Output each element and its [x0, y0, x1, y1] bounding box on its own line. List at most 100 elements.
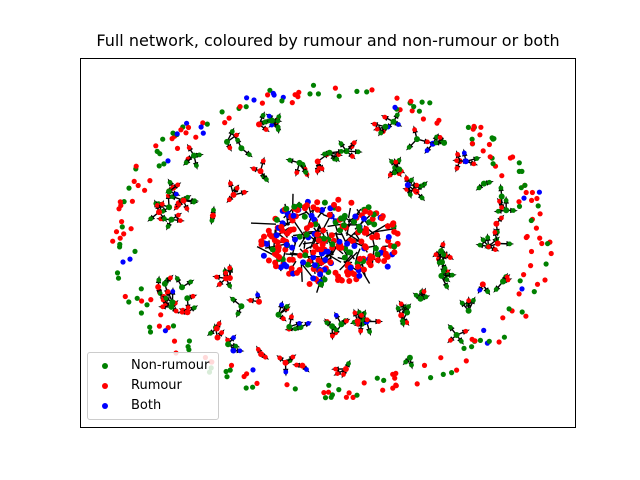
graph-node [160, 304, 166, 310]
graph-node [263, 241, 270, 247]
graph-node [117, 199, 123, 205]
graph-node [404, 320, 410, 325]
graph-edge [250, 222, 277, 225]
graph-node [224, 138, 230, 145]
graph-node [127, 256, 133, 262]
graph-node [289, 100, 295, 106]
graph-node [337, 276, 344, 283]
graph-node [439, 259, 445, 266]
graph-node [404, 309, 411, 316]
graph-node [492, 230, 498, 235]
graph-node [156, 163, 162, 169]
graph-node [338, 149, 344, 154]
graph-node [144, 302, 150, 308]
graph-node [176, 202, 182, 208]
graph-node [391, 249, 398, 256]
graph-node [465, 307, 472, 314]
graph-node [394, 112, 400, 118]
graph-node [175, 212, 181, 218]
graph-node [314, 199, 321, 206]
graph-node [260, 252, 267, 259]
graph-node [179, 309, 185, 315]
graph-node [319, 207, 326, 213]
graph-node [428, 375, 434, 381]
graph-node [531, 289, 537, 295]
graph-node [254, 380, 260, 386]
graph-node [529, 197, 535, 203]
graph-node [354, 263, 361, 270]
graph-node [382, 250, 389, 257]
graph-node [148, 216, 154, 222]
graph-node [286, 323, 293, 330]
graph-node [499, 215, 504, 221]
graph-node [297, 252, 304, 259]
graph-node [326, 149, 333, 156]
graph-node [147, 324, 153, 330]
graph-node [170, 323, 177, 329]
graph-node [447, 255, 453, 260]
graph-node [362, 208, 369, 215]
graph-node [522, 182, 528, 188]
graph-node [335, 196, 342, 203]
graph-node [308, 212, 315, 219]
graph-node [351, 271, 357, 278]
legend-item-both: Both [88, 396, 161, 416]
graph-node [314, 206, 321, 213]
graph-edge [293, 220, 305, 237]
graph-node [302, 252, 309, 259]
graph-node [407, 192, 413, 198]
graph-node [307, 222, 314, 228]
graph-node [200, 130, 206, 136]
graph-node [391, 243, 398, 250]
graph-node [138, 310, 144, 316]
graph-node [329, 241, 336, 248]
graph-node [498, 185, 504, 191]
graph-node [292, 92, 298, 98]
graph-node [296, 233, 303, 240]
graph-node [418, 183, 424, 189]
graph-node [119, 224, 125, 230]
graph-node [260, 113, 266, 118]
graph-node [367, 329, 372, 335]
graph-node [350, 394, 356, 400]
graph-node [356, 272, 363, 279]
graph-node [371, 221, 378, 228]
graph-node [542, 277, 548, 283]
graph-node [448, 325, 453, 330]
legend-item-non-rumour: Non-rumour [88, 356, 209, 376]
graph-node [361, 380, 367, 386]
graph-node [183, 130, 189, 136]
graph-node [227, 367, 233, 373]
graph-node [227, 283, 233, 289]
graph-node [268, 117, 275, 124]
graph-node [490, 136, 496, 142]
graph-node [434, 134, 439, 140]
graph-node [158, 312, 164, 318]
graph-node [503, 207, 510, 214]
graph-node [304, 367, 309, 372]
graph-node [287, 157, 293, 163]
graph-node [438, 248, 445, 255]
graph-node [115, 275, 122, 281]
graph-node [523, 313, 529, 319]
graph-node [322, 151, 327, 157]
graph-node [347, 264, 354, 271]
graph-node [409, 108, 415, 114]
graph-node [509, 154, 516, 160]
graph-node [243, 385, 249, 391]
graph-node [485, 289, 491, 294]
graph-node [356, 223, 362, 230]
graph-node [171, 338, 178, 344]
graph-node [310, 249, 317, 256]
graph-node [185, 194, 191, 200]
graph-node [329, 323, 336, 330]
graph-node [167, 180, 173, 185]
graph-node [533, 225, 540, 231]
graph-node [406, 304, 411, 309]
graph-node [354, 392, 360, 398]
graph-node [455, 152, 460, 157]
graph-node [336, 387, 342, 393]
graph-node [356, 255, 363, 262]
graph-node [289, 314, 294, 320]
